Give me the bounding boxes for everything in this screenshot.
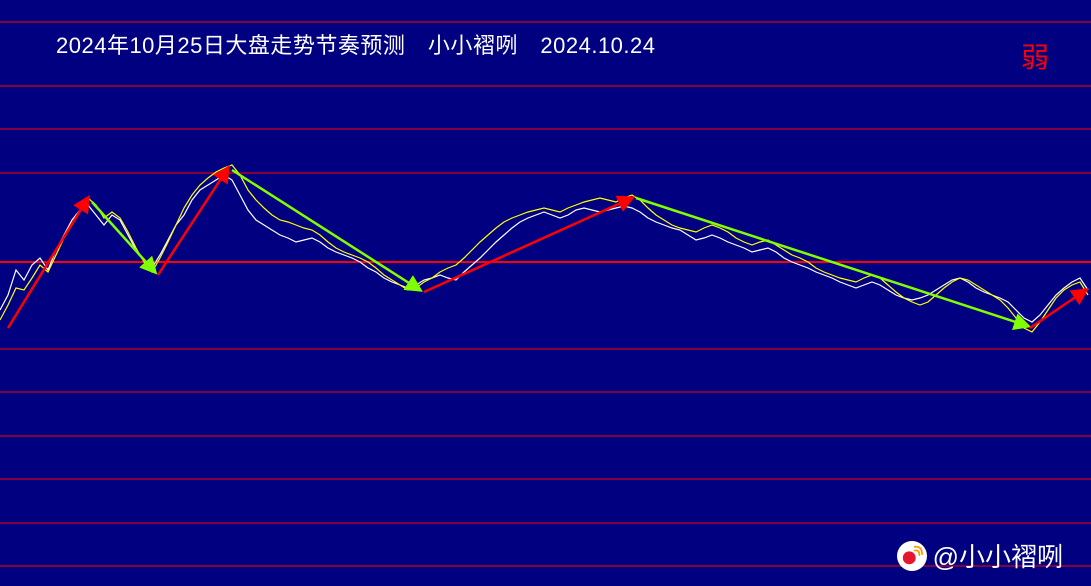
trend-arrow — [158, 168, 228, 275]
corner-label-weak: 弱 — [1021, 36, 1049, 76]
weibo-watermark: @小小褶咧 — [897, 537, 1063, 574]
series-white-line — [0, 175, 1088, 322]
weibo-icon — [897, 541, 927, 571]
chart-title: 2024年10月25日大盘走势节奏预测 小小褶咧 2024.10.24 — [56, 28, 656, 60]
chart-canvas — [0, 0, 1091, 586]
price-series — [0, 165, 1088, 332]
watermark-text: @小小褶咧 — [933, 537, 1063, 574]
stock-chart: 2024年10月25日大盘走势节奏预测 小小褶咧 2024.10.24 弱 @小… — [0, 0, 1091, 586]
trend-arrow — [232, 170, 420, 290]
